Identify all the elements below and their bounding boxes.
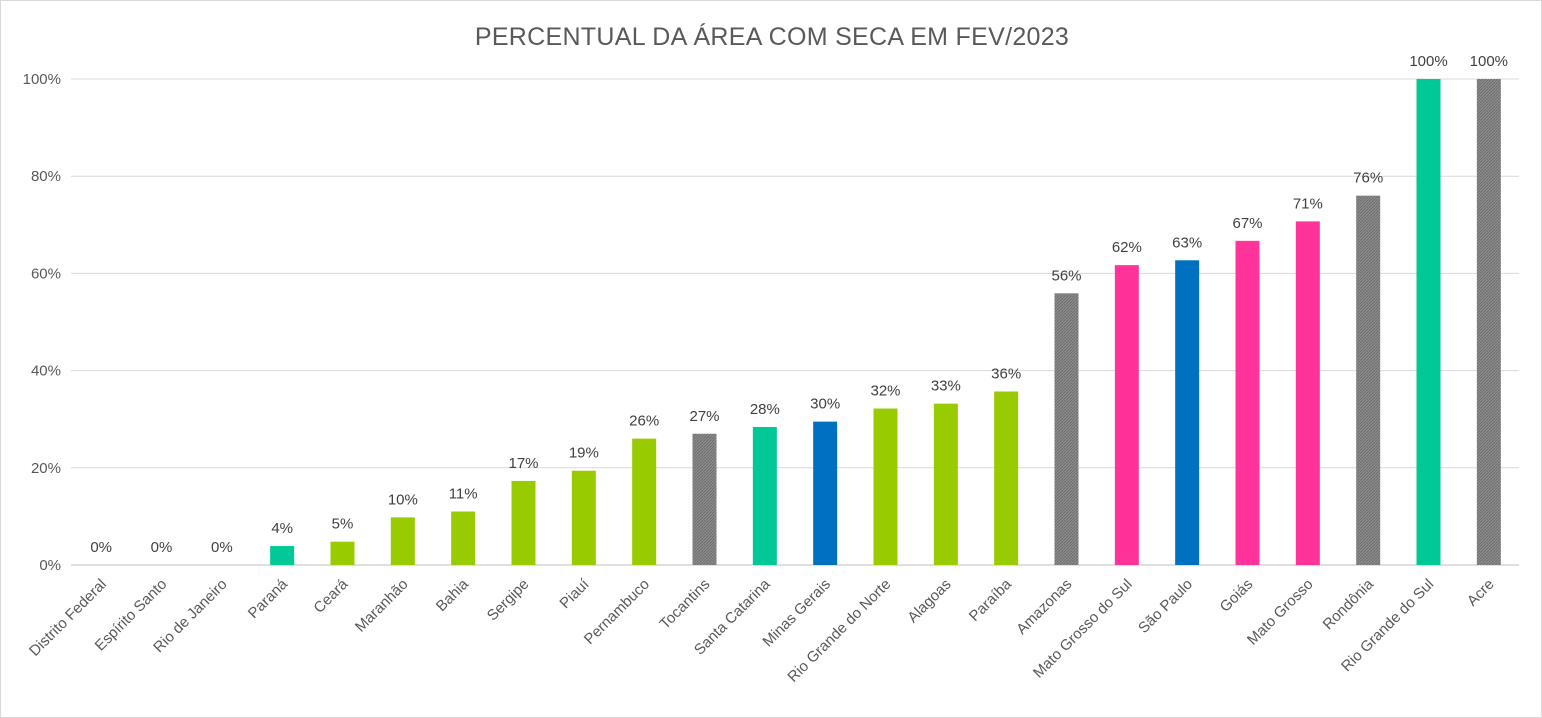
bar	[1054, 293, 1079, 565]
bar	[330, 541, 355, 565]
bar	[511, 480, 536, 565]
data-label: 10%	[388, 491, 418, 508]
data-label: 67%	[1232, 215, 1262, 232]
data-label: 0%	[151, 539, 173, 556]
data-label: 4%	[271, 520, 293, 537]
data-label: 32%	[870, 383, 900, 400]
bar	[933, 403, 958, 565]
data-label: 100%	[1409, 53, 1447, 70]
data-label: 36%	[991, 365, 1021, 382]
bar	[270, 546, 295, 565]
x-tick-label: Pernambuco	[581, 576, 653, 648]
data-label: 56%	[1051, 267, 1081, 284]
bar	[813, 421, 838, 565]
y-axis-tick-labels: 0% 20% 40% 60% 80% 100%	[23, 71, 61, 574]
bar	[873, 408, 898, 565]
x-tick-label: Ceará	[310, 575, 351, 616]
y-tick-label: 80%	[31, 168, 61, 185]
x-tick-label: Tocantins	[656, 576, 713, 633]
data-label: 71%	[1293, 195, 1323, 212]
data-label: 11%	[449, 486, 478, 503]
y-tick-label: 20%	[31, 460, 61, 477]
data-label: 33%	[931, 378, 961, 395]
data-label: 26%	[629, 413, 659, 430]
bar	[632, 438, 657, 565]
x-tick-label: Paraná	[245, 575, 292, 622]
x-tick-label: Mato Grosso do Sul	[1030, 576, 1136, 682]
data-label: 28%	[750, 401, 780, 418]
bar	[1476, 79, 1501, 565]
data-label: 62%	[1112, 239, 1142, 256]
x-tick-label: Amazonas	[1013, 576, 1075, 638]
x-tick-label: Alagoas	[904, 576, 954, 626]
x-tick-label: Paraíba	[966, 575, 1016, 625]
x-tick-label: Rio Grande do Norte	[784, 576, 894, 686]
data-label: 100%	[1470, 53, 1508, 70]
chart-title: PERCENTUAL DA ÁREA COM SECA EM FEV/2023	[474, 23, 1070, 51]
bar	[1114, 265, 1139, 565]
x-tick-label: Goiás	[1217, 576, 1257, 616]
gridlines	[71, 78, 1519, 566]
data-label: 0%	[211, 539, 233, 556]
y-tick-label: 40%	[31, 363, 61, 380]
bar	[692, 433, 717, 565]
bar	[1356, 195, 1381, 565]
x-tick-label: Sergipe	[484, 576, 533, 625]
x-tick-label: Rondônia	[1320, 575, 1378, 633]
x-tick-label: Piauí	[556, 575, 593, 612]
bar	[571, 470, 596, 565]
data-label: 17%	[508, 455, 538, 472]
y-tick-label: 100%	[23, 71, 61, 88]
data-label: 19%	[569, 445, 599, 462]
bar	[994, 391, 1019, 565]
bars	[270, 79, 1501, 565]
bar	[1416, 79, 1441, 565]
x-tick-label: São Paulo	[1135, 576, 1196, 637]
bar	[1175, 260, 1200, 565]
y-tick-label: 60%	[31, 265, 61, 282]
bar	[451, 511, 476, 565]
data-labels: 0% 0% 0% 4% 5% 10% 11% 17% 19% 26% 27% 28% 30% 32% 33%…	[90, 53, 1508, 556]
bar	[1235, 240, 1260, 565]
x-tick-label: Acre	[1464, 576, 1498, 610]
data-label: 0%	[90, 539, 112, 556]
data-label: 63%	[1172, 234, 1202, 251]
bar	[1295, 221, 1320, 565]
bar	[390, 517, 415, 565]
data-label: 5%	[332, 516, 354, 533]
bar	[752, 426, 777, 565]
data-label: 30%	[810, 396, 840, 413]
data-label: 27%	[689, 408, 719, 425]
y-tick-label: 0%	[39, 557, 61, 574]
data-label: 76%	[1353, 170, 1383, 187]
x-tick-label: Bahia	[433, 575, 473, 615]
x-tick-label: Maranhão	[352, 576, 412, 636]
